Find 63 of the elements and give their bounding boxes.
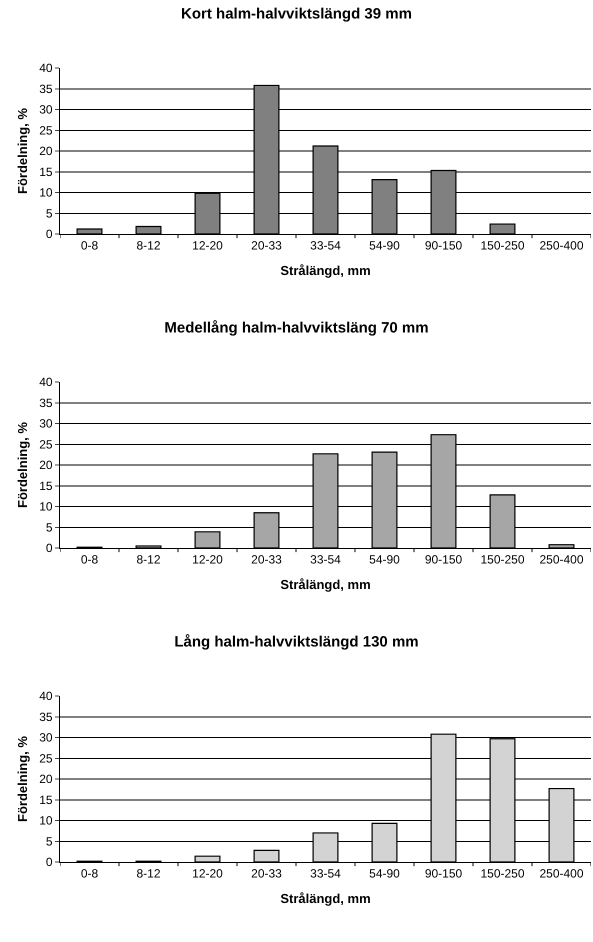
x-axis-title: Strålängd, mm xyxy=(280,263,371,278)
y-tick-label: 0 xyxy=(46,541,53,556)
x-tick-label: 250-400 xyxy=(539,866,584,880)
x-tick-label: 33-54 xyxy=(310,238,342,252)
y-axis-title: Fördelning, % xyxy=(15,108,30,194)
y-tick-label: 0 xyxy=(46,855,53,870)
y-tick-label: 10 xyxy=(39,186,53,200)
y-tick-label: 15 xyxy=(39,478,53,493)
x-tick-label: 54-90 xyxy=(369,238,400,252)
y-tick-label: 10 xyxy=(39,814,53,828)
y-tick-label: 5 xyxy=(46,520,53,534)
x-tick-label: 150-250 xyxy=(480,866,525,880)
y-tick-label: 10 xyxy=(39,500,53,514)
y-tick-label: 35 xyxy=(39,82,53,96)
x-tick-label: 90-150 xyxy=(424,238,463,252)
y-tick-label: 30 xyxy=(39,416,53,431)
x-tick-label: 0-8 xyxy=(80,866,98,880)
x-tick-label: 20-33 xyxy=(251,552,282,566)
y-tick-label: 25 xyxy=(39,437,53,452)
y-tick-label: 15 xyxy=(39,792,53,807)
y-tick-label: 35 xyxy=(39,710,53,724)
y-tick-label: 30 xyxy=(39,102,53,117)
x-tick-label: 0-8 xyxy=(80,552,98,566)
y-tick-label: 35 xyxy=(39,396,53,410)
y-axis-title: Fördelning, % xyxy=(15,422,30,508)
x-tick-label: 33-54 xyxy=(310,552,342,566)
x-tick-label: 54-90 xyxy=(369,866,400,880)
x-tick-label: 12-20 xyxy=(192,866,224,880)
x-tick-label: 20-33 xyxy=(251,866,282,880)
y-tick-label: 20 xyxy=(39,458,53,472)
x-tick-label: 0-8 xyxy=(80,238,98,252)
y-tick-label: 40 xyxy=(39,61,53,76)
y-tick-label: 40 xyxy=(39,689,53,704)
y-tick-label: 5 xyxy=(46,834,53,848)
x-tick-label: 8-12 xyxy=(136,238,161,252)
x-tick-label: 150-250 xyxy=(480,238,525,252)
y-tick-label: 0 xyxy=(46,227,53,242)
x-tick-label: 90-150 xyxy=(424,866,463,880)
chart-title: Medellång halm-halvviktsläng 70 mm xyxy=(164,319,429,336)
x-tick-label: 250-400 xyxy=(539,552,584,566)
y-tick-label: 40 xyxy=(39,375,53,390)
y-tick-label: 30 xyxy=(39,730,53,745)
x-tick-label: 54-90 xyxy=(369,552,400,566)
x-tick-label: 90-150 xyxy=(424,552,463,566)
x-axis-title: Strålängd, mm xyxy=(280,891,371,906)
y-axis-title: Fördelning, % xyxy=(15,736,30,822)
y-tick-label: 20 xyxy=(39,772,53,786)
x-tick-label: 12-20 xyxy=(192,238,224,252)
x-tick-label: 12-20 xyxy=(192,552,224,566)
y-tick-label: 5 xyxy=(46,206,53,220)
chart-title: Lång halm-halvviktslängd 130 mm xyxy=(174,633,419,650)
x-tick-label: 8-12 xyxy=(136,552,161,566)
x-axis-title: Strålängd, mm xyxy=(280,577,371,592)
chart-title: Kort halm-halvviktslängd 39 mm xyxy=(181,5,412,22)
y-tick-label: 25 xyxy=(39,123,53,138)
y-tick-label: 25 xyxy=(39,751,53,766)
y-tick-label: 15 xyxy=(39,164,53,179)
x-tick-label: 150-250 xyxy=(480,552,525,566)
x-tick-label: 250-400 xyxy=(539,238,584,252)
x-tick-label: 20-33 xyxy=(251,238,282,252)
x-tick-label: 8-12 xyxy=(136,866,161,880)
y-tick-label: 20 xyxy=(39,144,53,158)
x-tick-label: 33-54 xyxy=(310,866,342,880)
